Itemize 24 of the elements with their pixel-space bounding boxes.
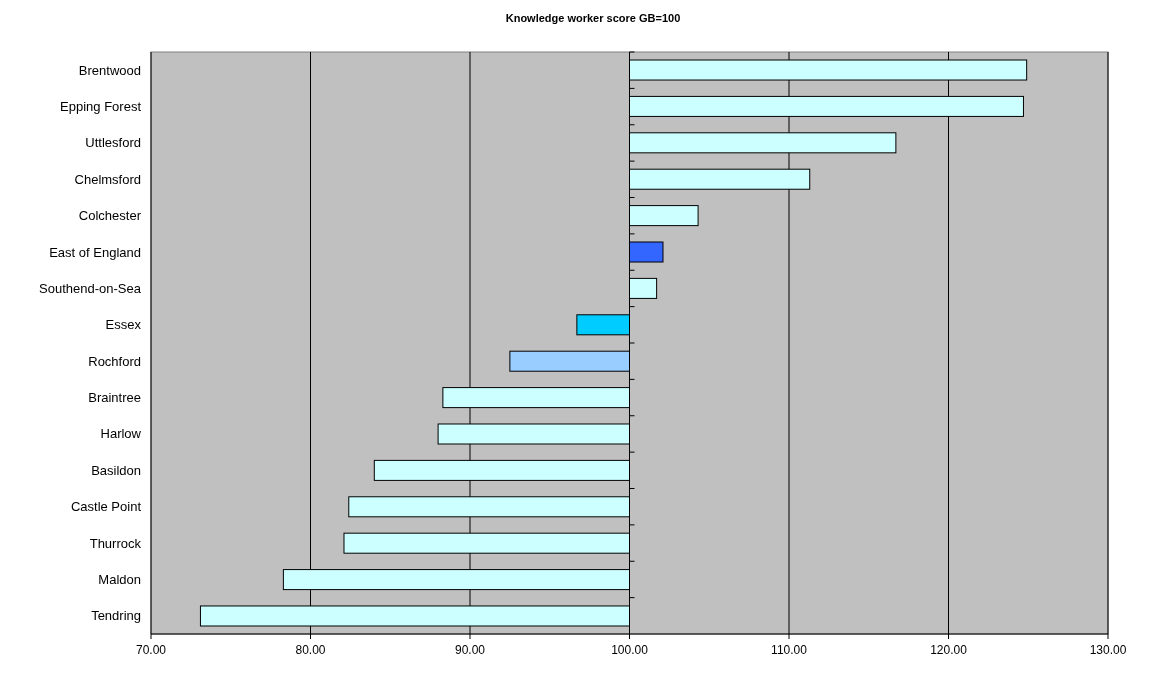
y-tick-label: Southend-on-Sea <box>39 280 142 296</box>
y-tick-label: Colchester <box>78 208 142 224</box>
x-tick-label: 80.00 <box>295 643 326 657</box>
y-tick-label: Harlow <box>100 426 142 442</box>
x-tick-label: 70.00 <box>135 643 167 657</box>
y-tick-label: Essex <box>105 317 142 333</box>
x-tick-label: 130.00 <box>1089 643 1127 657</box>
x-tick-label: 120.00 <box>930 643 968 657</box>
y-tick-label: Maldon <box>98 572 141 588</box>
y-tick-label: East of England <box>49 244 141 260</box>
y-tick-label: Castle Point <box>70 499 142 515</box>
y-tick-label: Tendring <box>91 608 141 624</box>
y-tick-label: Chelmsford <box>74 171 141 187</box>
y-tick-label: Rochford <box>88 353 141 369</box>
x-tick-label: 100.00 <box>611 643 649 657</box>
y-tick-label: Uttlesford <box>85 135 141 151</box>
y-tick-label: Basildon <box>91 462 141 478</box>
chart-title: Knowledge worker score GB=100 <box>505 12 681 24</box>
y-tick-label: Epping Forest <box>60 98 142 114</box>
y-tick-label: Braintree <box>88 390 141 406</box>
y-tick-label: Thurrock <box>89 535 142 551</box>
y-tick-label: Brentwood <box>78 62 141 78</box>
x-tick-label: 110.00 <box>771 643 808 657</box>
x-tick-label: 90.00 <box>454 643 486 657</box>
